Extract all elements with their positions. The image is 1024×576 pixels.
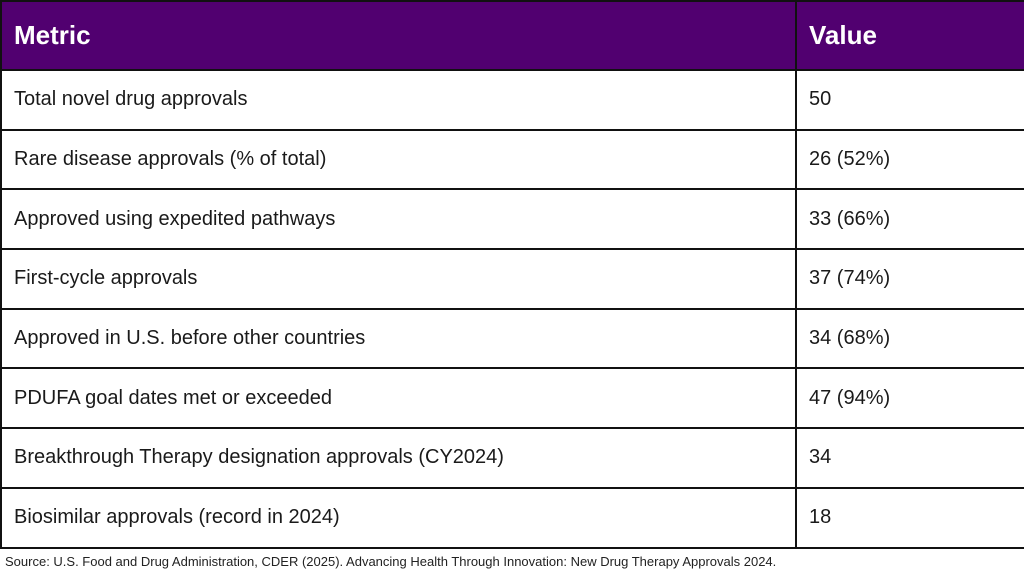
table-row: Breakthrough Therapy designation approva… [0, 427, 1024, 489]
table-header-row: Metric Value [0, 0, 1024, 71]
value-cell: 50 [795, 69, 1024, 131]
metrics-table-container: Metric Value Total novel drug approvals … [0, 0, 1024, 549]
metric-cell: PDUFA goal dates met or exceeded [0, 367, 797, 430]
metric-cell: First-cycle approvals [0, 248, 797, 310]
metric-cell: Breakthrough Therapy designation approva… [0, 427, 797, 489]
column-header-metric: Metric [0, 0, 797, 71]
table-row: First-cycle approvals 37 (74%) [0, 248, 1024, 310]
table-row: Approved in U.S. before other countries … [0, 307, 1024, 370]
value-cell: 26 (52%) [795, 128, 1024, 191]
metric-cell: Approved using expedited pathways [0, 188, 797, 251]
value-cell: 47 (94%) [795, 367, 1024, 430]
value-cell: 34 [795, 427, 1024, 489]
metric-cell: Biosimilar approvals (record in 2024) [0, 486, 797, 549]
table-row: PDUFA goal dates met or exceeded 47 (94%… [0, 367, 1024, 430]
table-row: Total novel drug approvals 50 [0, 69, 1024, 131]
table-row: Approved using expedited pathways 33 (66… [0, 188, 1024, 251]
metrics-table: Metric Value Total novel drug approvals … [0, 0, 1024, 549]
source-citation: Source: U.S. Food and Drug Administratio… [5, 554, 777, 569]
value-cell: 34 (68%) [795, 307, 1024, 370]
table-row: Biosimilar approvals (record in 2024) 18 [0, 486, 1024, 549]
metric-cell: Approved in U.S. before other countries [0, 307, 797, 370]
metric-cell: Rare disease approvals (% of total) [0, 128, 797, 191]
value-cell: 33 (66%) [795, 188, 1024, 251]
table-row: Rare disease approvals (% of total) 26 (… [0, 128, 1024, 191]
value-cell: 18 [795, 486, 1024, 549]
column-header-value: Value [795, 0, 1024, 71]
value-cell: 37 (74%) [795, 248, 1024, 310]
metric-cell: Total novel drug approvals [0, 69, 797, 131]
